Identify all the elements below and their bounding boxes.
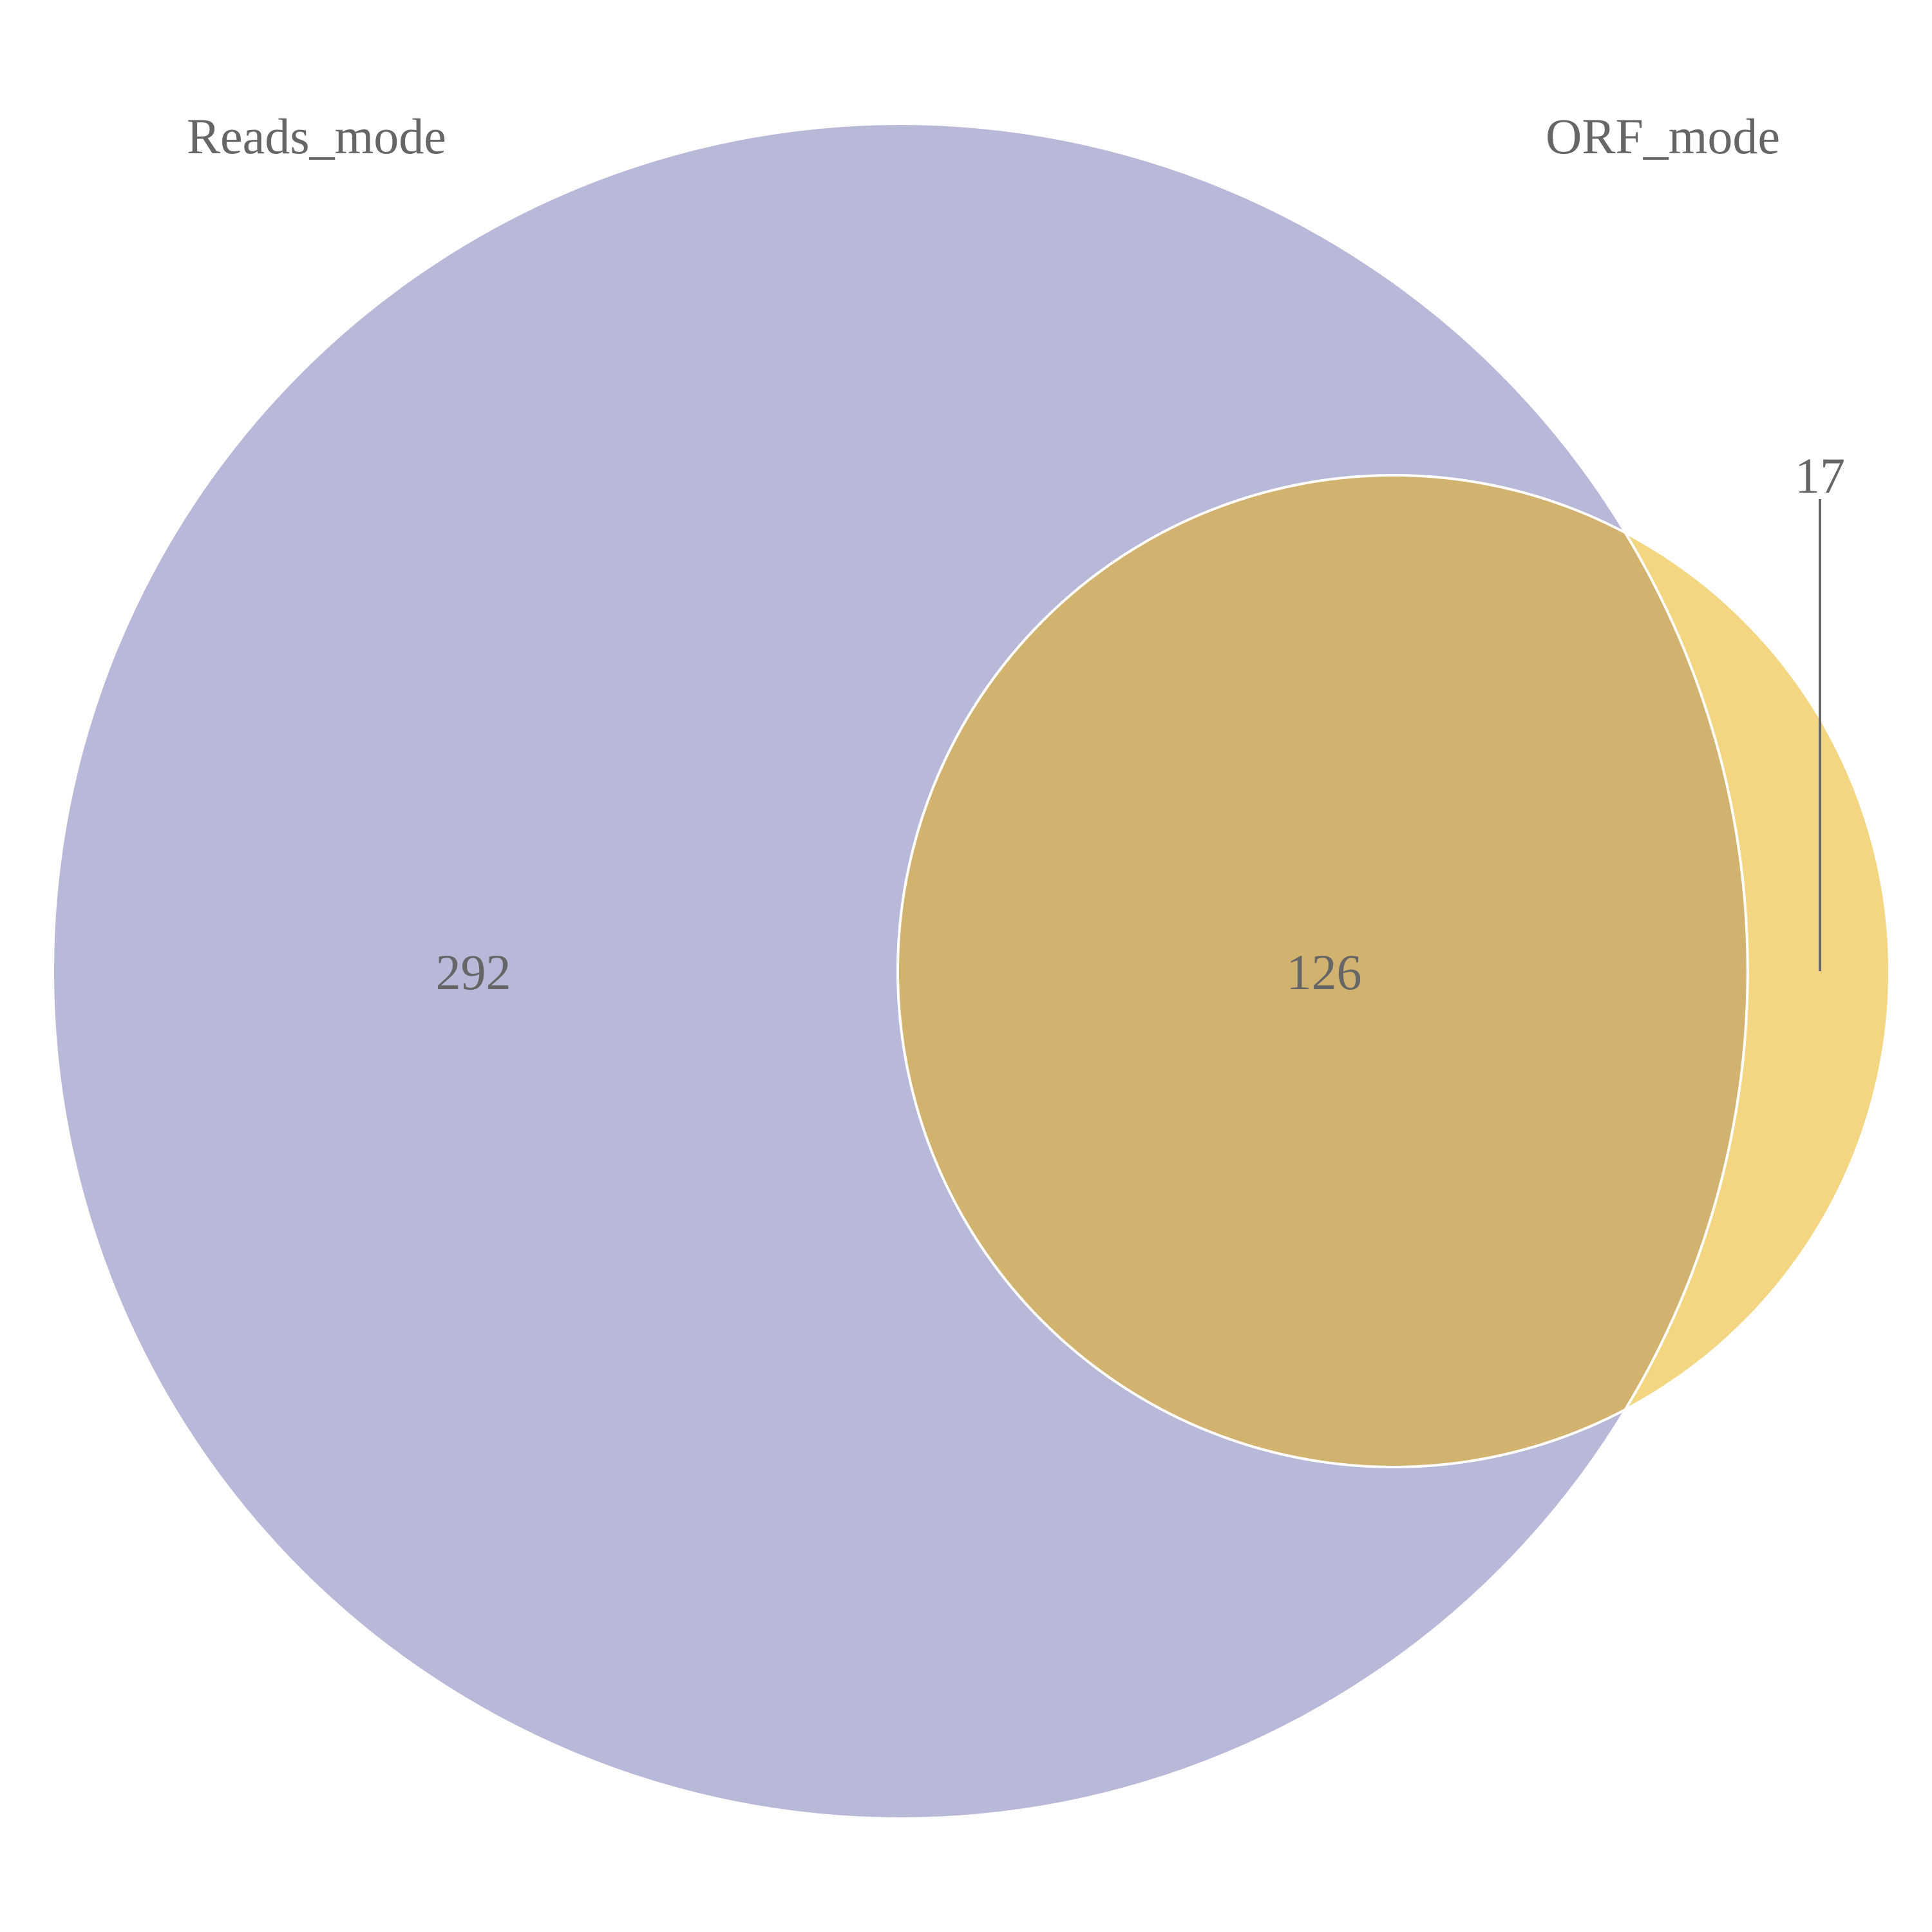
set-a-only-count: 292 — [436, 944, 511, 1000]
set-b-label: ORF_mode — [1546, 108, 1780, 164]
set-a-inner-arc — [1624, 531, 1749, 1411]
set-b-only-count: 17 — [1795, 448, 1845, 504]
intersection-count: 126 — [1287, 944, 1362, 1000]
set-a-label: Reads_mode — [187, 108, 446, 164]
set-b-outline — [896, 474, 1891, 1468]
intersection-region — [898, 475, 1747, 1467]
